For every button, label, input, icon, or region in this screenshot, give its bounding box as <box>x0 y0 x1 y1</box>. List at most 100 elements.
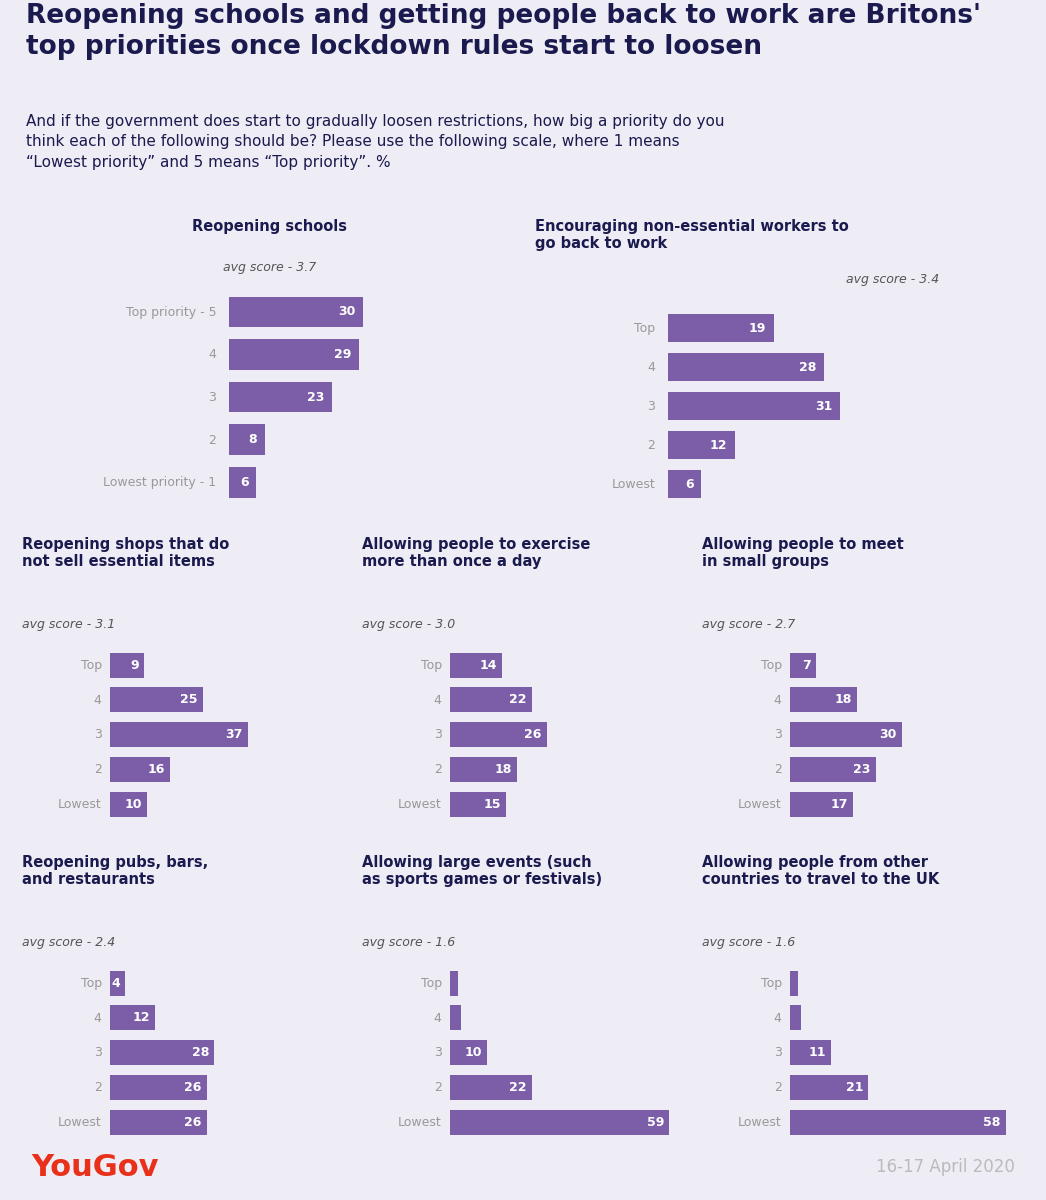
FancyBboxPatch shape <box>229 467 256 498</box>
FancyBboxPatch shape <box>667 431 734 460</box>
Text: 58: 58 <box>983 1116 1001 1129</box>
Text: Lowest: Lowest <box>397 798 441 811</box>
FancyBboxPatch shape <box>229 382 332 413</box>
FancyBboxPatch shape <box>450 1075 532 1100</box>
FancyBboxPatch shape <box>450 688 532 713</box>
FancyBboxPatch shape <box>790 1110 1005 1135</box>
Text: Reopening shops that do
not sell essential items: Reopening shops that do not sell essenti… <box>22 536 229 569</box>
Text: 3: 3 <box>434 1046 441 1060</box>
FancyBboxPatch shape <box>110 1006 155 1031</box>
FancyBboxPatch shape <box>450 971 458 996</box>
FancyBboxPatch shape <box>450 722 547 748</box>
Text: avg score - 3.0: avg score - 3.0 <box>362 618 455 631</box>
Text: 4: 4 <box>434 694 441 707</box>
Text: Allowing people from other
countries to travel to the UK: Allowing people from other countries to … <box>702 854 939 888</box>
Text: 3: 3 <box>647 400 655 413</box>
Text: 16: 16 <box>147 763 164 776</box>
Text: 12: 12 <box>709 439 727 451</box>
Text: 29: 29 <box>334 348 351 361</box>
Text: 2: 2 <box>434 1081 441 1094</box>
Text: 3: 3 <box>774 728 781 742</box>
Text: 30: 30 <box>338 305 356 318</box>
Text: 2: 2 <box>774 1081 781 1094</box>
Text: YouGov: YouGov <box>31 1152 159 1182</box>
Text: 2: 2 <box>94 1081 101 1094</box>
FancyBboxPatch shape <box>450 1110 669 1135</box>
Text: 3: 3 <box>774 1046 781 1060</box>
Text: 4: 4 <box>774 1012 781 1025</box>
Text: avg score - 3.1: avg score - 3.1 <box>22 618 115 631</box>
Text: Top: Top <box>420 659 441 672</box>
FancyBboxPatch shape <box>110 1075 207 1100</box>
FancyBboxPatch shape <box>110 792 147 817</box>
Text: Lowest priority - 1: Lowest priority - 1 <box>104 476 217 490</box>
Text: avg score - 1.6: avg score - 1.6 <box>362 936 455 949</box>
Text: avg score - 3.4: avg score - 3.4 <box>846 272 939 286</box>
Text: 19: 19 <box>749 322 766 335</box>
FancyBboxPatch shape <box>229 340 359 370</box>
Text: 4: 4 <box>647 361 655 374</box>
FancyBboxPatch shape <box>667 470 701 498</box>
Text: 4: 4 <box>111 977 120 990</box>
Text: 26: 26 <box>524 728 542 742</box>
Text: avg score - 2.7: avg score - 2.7 <box>702 618 795 631</box>
Text: avg score - 2.4: avg score - 2.4 <box>22 936 115 949</box>
FancyBboxPatch shape <box>790 792 854 817</box>
Text: 3: 3 <box>434 728 441 742</box>
Text: Top: Top <box>81 659 101 672</box>
Text: Top: Top <box>760 977 781 990</box>
FancyBboxPatch shape <box>790 653 816 678</box>
Text: 26: 26 <box>184 1116 202 1129</box>
Text: Allowing large events (such
as sports games or festivals): Allowing large events (such as sports ga… <box>362 854 601 888</box>
Text: Reopening schools: Reopening schools <box>192 218 347 234</box>
Text: Lowest: Lowest <box>397 1116 441 1129</box>
Text: 6: 6 <box>240 475 248 488</box>
Text: Allowing people to exercise
more than once a day: Allowing people to exercise more than on… <box>362 536 590 569</box>
FancyBboxPatch shape <box>667 353 824 382</box>
Text: 12: 12 <box>132 1012 150 1025</box>
FancyBboxPatch shape <box>450 757 517 782</box>
Text: 18: 18 <box>835 694 851 707</box>
Text: 8: 8 <box>249 433 257 446</box>
Text: 3: 3 <box>208 391 217 404</box>
FancyBboxPatch shape <box>790 688 857 713</box>
Text: 30: 30 <box>879 728 896 742</box>
Text: Reopening pubs, bars,
and restaurants: Reopening pubs, bars, and restaurants <box>22 854 208 888</box>
Text: Encouraging non-essential workers to
go back to work: Encouraging non-essential workers to go … <box>536 218 849 251</box>
Text: 11: 11 <box>809 1046 826 1060</box>
Text: 10: 10 <box>124 798 142 811</box>
FancyBboxPatch shape <box>790 1040 832 1066</box>
Text: 37: 37 <box>225 728 243 742</box>
Text: 23: 23 <box>854 763 870 776</box>
Text: Lowest: Lowest <box>737 798 781 811</box>
FancyBboxPatch shape <box>450 1040 487 1066</box>
Text: 22: 22 <box>509 1081 527 1094</box>
Text: 9: 9 <box>130 659 138 672</box>
Text: 3: 3 <box>94 728 101 742</box>
Text: Lowest: Lowest <box>58 1116 101 1129</box>
Text: Allowing people to meet
in small groups: Allowing people to meet in small groups <box>702 536 904 569</box>
FancyBboxPatch shape <box>450 653 502 678</box>
Text: Lowest: Lowest <box>58 798 101 811</box>
FancyBboxPatch shape <box>110 1040 214 1066</box>
Text: Lowest: Lowest <box>737 1116 781 1129</box>
FancyBboxPatch shape <box>790 1006 801 1031</box>
Text: 28: 28 <box>191 1046 209 1060</box>
Text: 25: 25 <box>181 694 198 707</box>
FancyBboxPatch shape <box>667 314 774 342</box>
Text: 4: 4 <box>774 694 781 707</box>
Text: Top: Top <box>420 977 441 990</box>
Text: 2: 2 <box>647 439 655 452</box>
Text: 2: 2 <box>94 763 101 776</box>
FancyBboxPatch shape <box>450 792 506 817</box>
Text: Top: Top <box>760 659 781 672</box>
FancyBboxPatch shape <box>667 392 841 420</box>
Text: avg score - 1.6: avg score - 1.6 <box>702 936 795 949</box>
Text: 2: 2 <box>208 433 217 446</box>
Text: 21: 21 <box>845 1081 863 1094</box>
Text: 7: 7 <box>802 659 811 672</box>
Text: Top priority - 5: Top priority - 5 <box>126 306 217 319</box>
Text: 17: 17 <box>831 798 848 811</box>
FancyBboxPatch shape <box>790 722 902 748</box>
FancyBboxPatch shape <box>110 971 126 996</box>
